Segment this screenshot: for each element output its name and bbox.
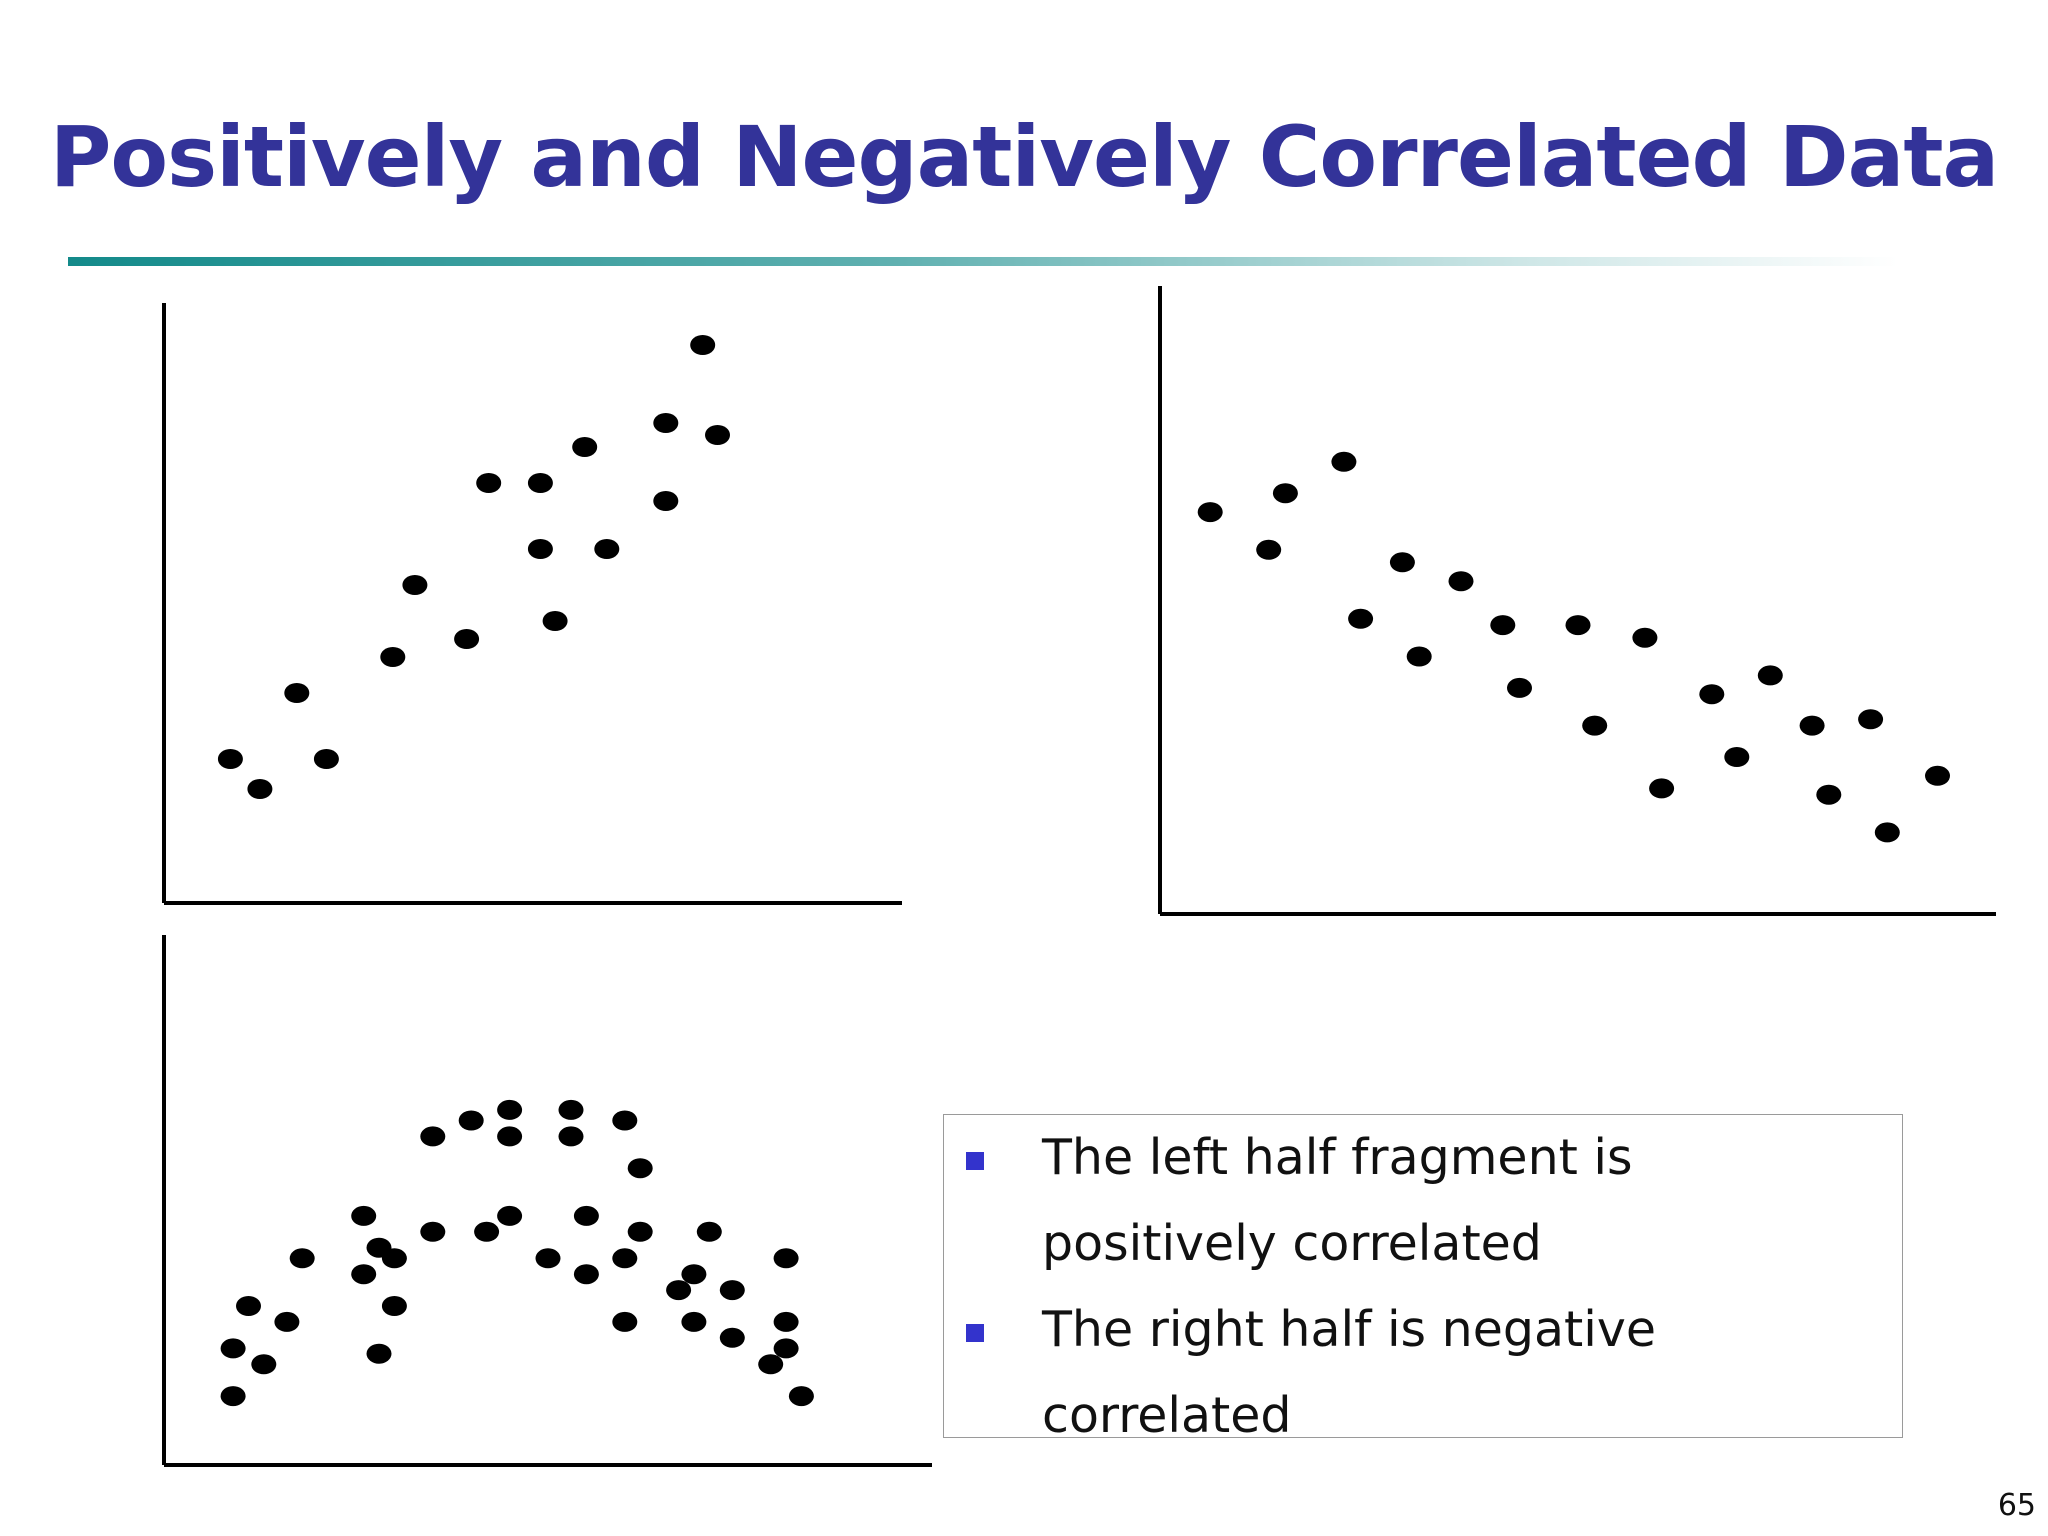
data-point	[681, 1311, 707, 1332]
data-point	[573, 1205, 599, 1226]
data-point	[220, 1338, 246, 1359]
data-point	[458, 1110, 484, 1131]
data-point	[366, 1343, 392, 1364]
data-point	[1858, 709, 1884, 730]
data-point	[1331, 451, 1357, 472]
data-point	[573, 1264, 599, 1285]
data-point	[1448, 571, 1474, 592]
data-point	[247, 779, 273, 799]
data-point	[1348, 608, 1374, 629]
data-point	[773, 1311, 799, 1332]
data-point	[719, 1280, 745, 1301]
data-point	[527, 473, 553, 493]
square-bullet-icon	[966, 1152, 984, 1170]
data-point	[719, 1327, 745, 1348]
data-point	[1507, 677, 1532, 698]
data-point	[653, 491, 679, 511]
data-point	[1389, 552, 1415, 573]
bullet-text: The right half is negative correlated	[1042, 1301, 1656, 1444]
data-point	[758, 1354, 784, 1375]
bullet-text: The left half fragment is positively cor…	[1042, 1129, 1633, 1272]
data-point	[381, 1248, 407, 1269]
bullet-list: The left half fragment is positively cor…	[944, 1115, 1902, 1459]
slide-title: Positively and Negatively Correlated Dat…	[49, 108, 1999, 206]
data-point	[1724, 747, 1750, 767]
data-point	[381, 1296, 407, 1316]
data-point	[402, 575, 428, 595]
data-point	[535, 1248, 561, 1269]
data-point	[681, 1264, 707, 1285]
data-point	[420, 1221, 446, 1242]
data-point	[497, 1126, 523, 1147]
data-point	[351, 1205, 377, 1226]
data-point	[497, 1205, 523, 1226]
data-point	[542, 611, 568, 631]
data-point	[788, 1386, 814, 1407]
data-point	[558, 1126, 584, 1147]
data-point	[690, 335, 716, 355]
data-point	[313, 749, 339, 769]
data-point	[1799, 715, 1825, 736]
data-point	[217, 749, 243, 769]
scatter-plot-positive	[162, 303, 902, 905]
data-point	[236, 1296, 261, 1316]
data-point	[1272, 483, 1298, 504]
data-point	[274, 1311, 300, 1332]
data-point	[220, 1386, 246, 1407]
data-point	[1406, 646, 1432, 667]
data-point	[1757, 665, 1783, 686]
notes-box: The left half fragment is positively cor…	[943, 1114, 1903, 1444]
data-point	[594, 539, 620, 559]
data-point	[454, 629, 480, 649]
bullet-item: The left half fragment is positively cor…	[944, 1115, 1902, 1287]
data-point	[558, 1099, 584, 1120]
data-point	[627, 1221, 653, 1242]
scatter-plot-nonlinear	[162, 935, 932, 1467]
data-point	[696, 1221, 722, 1242]
data-point	[612, 1311, 638, 1332]
page-number: 65	[1997, 1488, 2036, 1523]
data-point	[1874, 822, 1900, 843]
data-point	[572, 437, 598, 457]
data-point	[351, 1264, 377, 1285]
data-point	[420, 1126, 446, 1147]
data-point	[1565, 615, 1591, 636]
data-point	[1699, 684, 1725, 705]
data-point	[1582, 715, 1608, 736]
bullet-item: The right half is negative correlated	[944, 1287, 1902, 1459]
data-point	[497, 1099, 523, 1120]
data-point	[1490, 615, 1516, 636]
data-point	[627, 1158, 653, 1179]
data-point	[1925, 765, 1950, 786]
data-point	[612, 1248, 638, 1269]
data-point	[773, 1248, 799, 1269]
data-point	[284, 683, 310, 703]
data-point	[289, 1248, 315, 1269]
data-point	[705, 425, 730, 445]
title-divider	[68, 257, 1898, 266]
data-point	[1197, 502, 1223, 523]
data-point	[1256, 539, 1282, 560]
data-point	[1649, 778, 1675, 799]
data-point	[380, 647, 406, 667]
data-point	[527, 539, 553, 559]
data-point	[476, 473, 502, 493]
data-point	[653, 413, 679, 433]
data-point	[1816, 784, 1842, 805]
data-point	[1632, 627, 1658, 648]
data-point	[612, 1110, 638, 1131]
data-point	[773, 1338, 799, 1359]
data-point	[474, 1221, 500, 1242]
data-point	[251, 1354, 277, 1375]
scatter-plot-negative	[1158, 286, 1996, 916]
data-point	[666, 1280, 692, 1301]
square-bullet-icon	[966, 1324, 984, 1342]
